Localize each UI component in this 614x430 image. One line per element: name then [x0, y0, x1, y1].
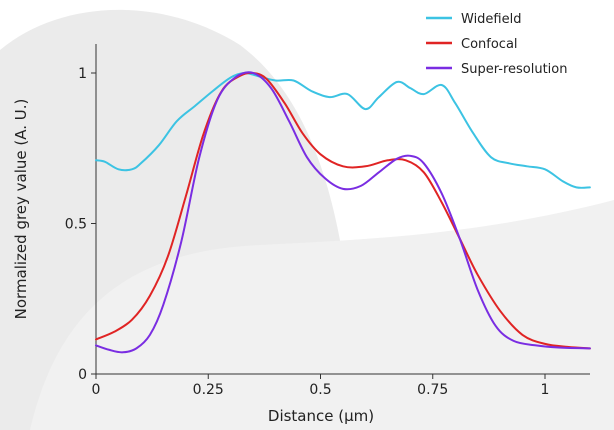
- x-tick-label: 0.25: [193, 382, 224, 398]
- y-tick-label: 1: [78, 66, 87, 82]
- y-tick-label: 0.5: [65, 217, 87, 233]
- legend-label: Widefield: [461, 12, 521, 27]
- x-tick-label: 0: [92, 382, 101, 398]
- series-line-widefield: [95, 71, 591, 189]
- legend-label: Super-resolution: [461, 62, 567, 77]
- y-axis-title: Normalized grey value (A. U.): [12, 99, 30, 320]
- series-line-confocal: [95, 71, 591, 350]
- x-tick-label: 0.75: [417, 382, 448, 398]
- y-ticks: 00.51: [65, 66, 96, 383]
- x-tick-label: 0.5: [309, 382, 331, 398]
- series-line-super-resolution: [95, 71, 591, 354]
- series-lines: [95, 71, 591, 354]
- y-tick-label: 0: [78, 367, 87, 383]
- legend-label: Confocal: [461, 37, 518, 52]
- x-axis-title: Distance (µm): [268, 407, 374, 425]
- x-ticks: 0 0.25 0.5 0.75 1: [92, 374, 550, 398]
- x-tick-label: 1: [541, 382, 550, 398]
- axes: [95, 44, 590, 375]
- legend: Widefield Confocal Super-resolution: [426, 12, 567, 77]
